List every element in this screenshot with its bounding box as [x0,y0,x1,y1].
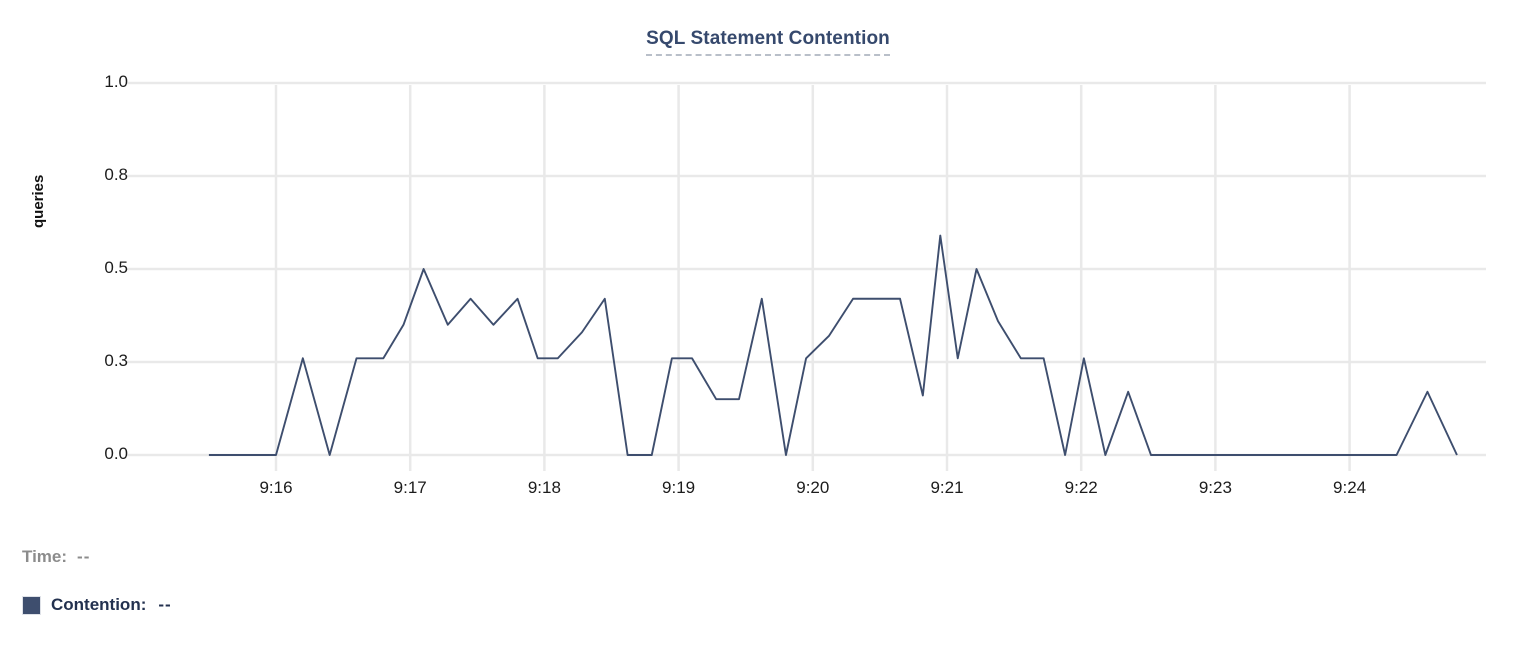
x-tick-label: 9:22 [1064,478,1098,497]
chart-readout: Time: -- Contention: -- [22,540,922,622]
series-color-swatch-icon [22,595,41,615]
y-axis-tick-labels: 0.0 0.3 0.5 0.8 1.0 [28,0,128,520]
plot-area[interactable]: queries 0.0 0.3 0.5 0.8 1.0 9:16 9:17 9:18 9:19… [0,0,1536,520]
chart-title: SQL Statement Contention [0,28,1536,56]
readout-series-row: Contention: -- [22,588,922,622]
chart-plot-svg[interactable] [0,0,1536,520]
y-tick-label: 0.0 [104,444,128,463]
readout-time-row: Time: -- [22,540,922,574]
vertical-gridlines [274,85,1351,471]
x-tick-label: 9:21 [930,478,964,497]
x-tick-label: 9:24 [1333,478,1367,497]
x-tick-label: 9:16 [259,478,293,497]
y-tick-label: 1.0 [104,72,128,91]
x-tick-label: 9:23 [1198,478,1232,497]
readout-series-value: -- [158,595,172,614]
x-tick-label: 9:17 [393,478,427,497]
series-line-contention [208,234,1458,456]
horizontal-gridlines [127,81,1486,457]
y-tick-label: 0.5 [104,258,128,277]
x-tick-label: 9:20 [796,478,830,497]
y-tick-label: 0.8 [104,165,128,184]
x-tick-label: 9:18 [527,478,561,497]
readout-time-label: Time: [22,547,68,566]
chart-title-text: SQL Statement Contention [646,28,890,56]
y-tick-label: 0.3 [104,351,128,370]
x-axis-tick-labels: 9:16 9:17 9:18 9:19 9:20 9:21 9:22 9:23 9:24 [0,470,1536,510]
readout-time-value: -- [77,547,91,566]
x-tick-label: 9:19 [662,478,696,497]
readout-series-label: Contention: [51,595,147,614]
